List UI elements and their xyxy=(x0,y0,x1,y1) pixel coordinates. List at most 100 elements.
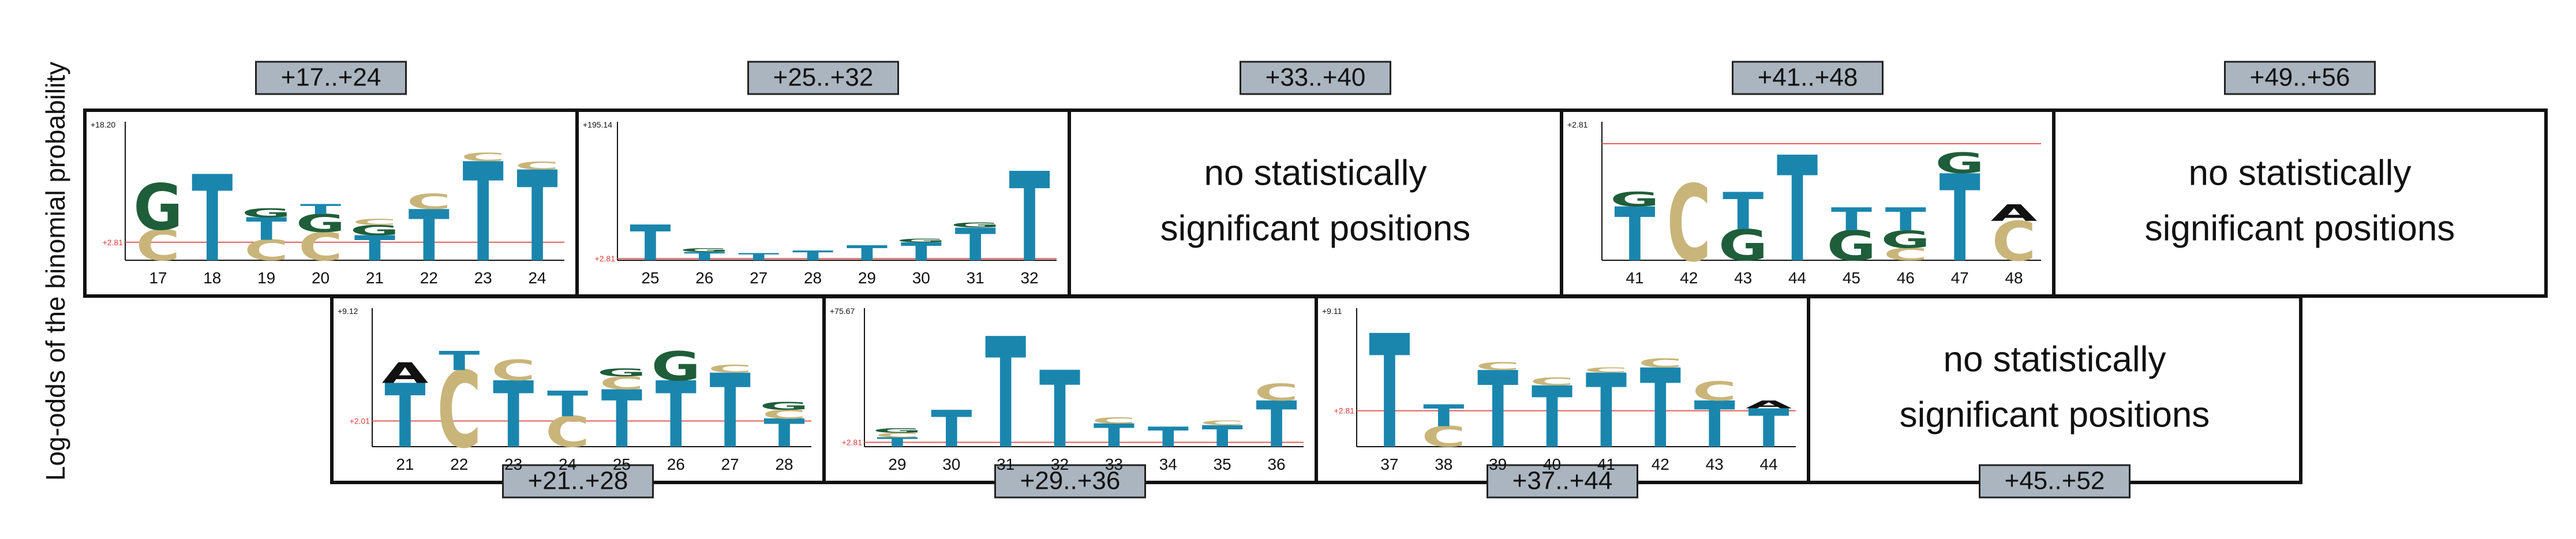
logo-letter-C: C xyxy=(1584,366,1628,374)
panel-frame xyxy=(2052,108,2548,298)
logo-letter-T: T xyxy=(439,346,480,376)
range-tag: +37..+44 xyxy=(1487,464,1638,499)
logo-letter-T: T xyxy=(955,219,996,271)
logo-panel-p45: +45..+52 no statistically significant posi… xyxy=(1807,295,2302,499)
position-label: 18 xyxy=(203,269,221,287)
range-tag: +49..+56 xyxy=(2224,61,2376,95)
position-label: 45 xyxy=(1843,269,1860,287)
position-label: 17 xyxy=(149,269,167,287)
logo-letter-G: G xyxy=(1827,223,1877,271)
position-label: 22 xyxy=(420,269,438,287)
position-label: 46 xyxy=(1897,269,1915,287)
logo-letter-A: A xyxy=(1746,399,1792,411)
range-tag-label: +49..+56 xyxy=(2250,63,2350,92)
logo-letter-C: C xyxy=(353,217,397,227)
position-label: 36 xyxy=(1267,455,1285,473)
y-max-label: +2.81 xyxy=(1567,120,1588,129)
logo-letter-G: G xyxy=(950,222,1000,229)
logo-letter-A: A xyxy=(1991,200,2038,226)
logo-panel-p25: +25..+32+195.14+2.81 T25TG26T27T28T29TG30… xyxy=(575,61,1071,298)
logo-letter-T: T xyxy=(847,242,888,265)
range-tag-label: +17..+24 xyxy=(281,63,381,92)
threshold-label: +2.81 xyxy=(842,437,863,447)
logo-letter-C: C xyxy=(244,234,289,267)
position-label: 28 xyxy=(804,269,822,287)
position-label: 29 xyxy=(858,269,876,287)
logo-letter-T: T xyxy=(1423,399,1464,433)
position-label: 31 xyxy=(967,269,984,287)
position-label: 37 xyxy=(1380,455,1398,473)
empty-message-line1: no statistically xyxy=(1204,153,1427,193)
logo-letter-G: G xyxy=(1881,226,1931,253)
empty-message-line2: significant positions xyxy=(1160,208,1471,248)
position-label: 43 xyxy=(1734,269,1752,287)
logo-letter-C: C xyxy=(136,222,181,271)
range-tag-label: +21..+28 xyxy=(528,467,628,495)
position-label: 28 xyxy=(775,455,793,473)
panel-frame xyxy=(83,108,579,298)
logo-letter-T: T xyxy=(1094,417,1135,454)
y-max-label: +18.20 xyxy=(91,120,115,129)
logo-letter-G: G xyxy=(296,209,346,238)
logo-letter-T: T xyxy=(1940,149,1980,289)
position-label: 47 xyxy=(1951,269,1969,287)
range-tag: +21..+28 xyxy=(502,464,654,499)
logo-letter-T: T xyxy=(493,362,534,469)
logo-letter-G: G xyxy=(597,366,647,379)
position-label: 21 xyxy=(366,269,384,287)
logo-letter-T: T xyxy=(384,365,425,467)
logo-letter-T: T xyxy=(1256,389,1297,462)
position-label: 31 xyxy=(997,455,1014,473)
y-max-label: +9.11 xyxy=(1322,306,1342,316)
logo-letter-T: T xyxy=(1532,368,1572,466)
y-max-label: +75.67 xyxy=(830,306,855,316)
logo-letter-T: T xyxy=(192,151,233,289)
logo-letter-C: C xyxy=(545,409,590,457)
logo-letter-C: C xyxy=(1693,376,1737,407)
logo-letter-T: T xyxy=(1039,350,1080,473)
logo-letter-T: T xyxy=(1885,201,1927,238)
range-tag: +45..+52 xyxy=(1979,464,2131,499)
logo-letter-C: C xyxy=(515,160,560,172)
logo-letter-C: C xyxy=(491,354,536,387)
position-label: 25 xyxy=(641,269,659,287)
range-tag: +17..+24 xyxy=(255,61,407,95)
position-label: 34 xyxy=(1159,455,1177,473)
y-axis-label: Log-odds of the binomial probability xyxy=(40,62,70,481)
position-label: 41 xyxy=(1597,455,1615,473)
logo-letter-T: T xyxy=(792,248,834,263)
logo-letter-C: C xyxy=(1476,360,1520,372)
logo-letter-G: G xyxy=(896,238,946,244)
logo-letter-T: T xyxy=(1009,147,1050,290)
logo-letter-T: T xyxy=(763,411,804,456)
position-label: 21 xyxy=(396,455,414,473)
logo-letter-C: C xyxy=(1422,421,1466,454)
position-label: 24 xyxy=(528,269,546,287)
logo-letter-T: T xyxy=(684,249,725,263)
position-label: 26 xyxy=(667,455,685,473)
logo-letter-C: C xyxy=(298,224,343,270)
position-label: 30 xyxy=(912,269,930,287)
logo-letter-T: T xyxy=(1369,303,1410,484)
logo-letter-A: A xyxy=(382,357,429,390)
panel-frame xyxy=(1068,108,1563,298)
range-tag-label: +41..+48 xyxy=(1758,63,1858,92)
logo-letter-T: T xyxy=(710,353,751,471)
logo-letter-C: C xyxy=(1992,211,2036,274)
logo-panel-p33: +33..+40 no statistically significant posi… xyxy=(1068,61,1563,298)
position-label: 27 xyxy=(750,269,767,287)
logo-letter-T: T xyxy=(985,306,1026,483)
logo-letter-T: T xyxy=(1202,420,1243,454)
logo-letter-C: C xyxy=(708,363,752,375)
threshold-label: +2.81 xyxy=(1334,406,1355,416)
position-label: 19 xyxy=(257,269,275,287)
logo-letter-G: G xyxy=(1610,188,1660,211)
position-label: 39 xyxy=(1489,455,1507,473)
position-label: 29 xyxy=(888,455,906,473)
logo-letter-T: T xyxy=(601,373,642,466)
